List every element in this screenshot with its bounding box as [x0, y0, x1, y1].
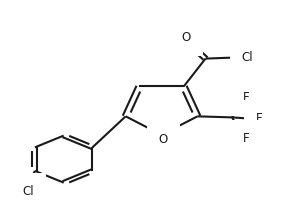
Text: O: O: [182, 31, 191, 44]
Text: Cl: Cl: [242, 51, 253, 64]
Text: Cl: Cl: [22, 185, 34, 198]
Text: O: O: [159, 133, 168, 146]
Text: F: F: [243, 91, 249, 104]
Text: F: F: [255, 112, 262, 125]
Text: F: F: [243, 132, 249, 145]
